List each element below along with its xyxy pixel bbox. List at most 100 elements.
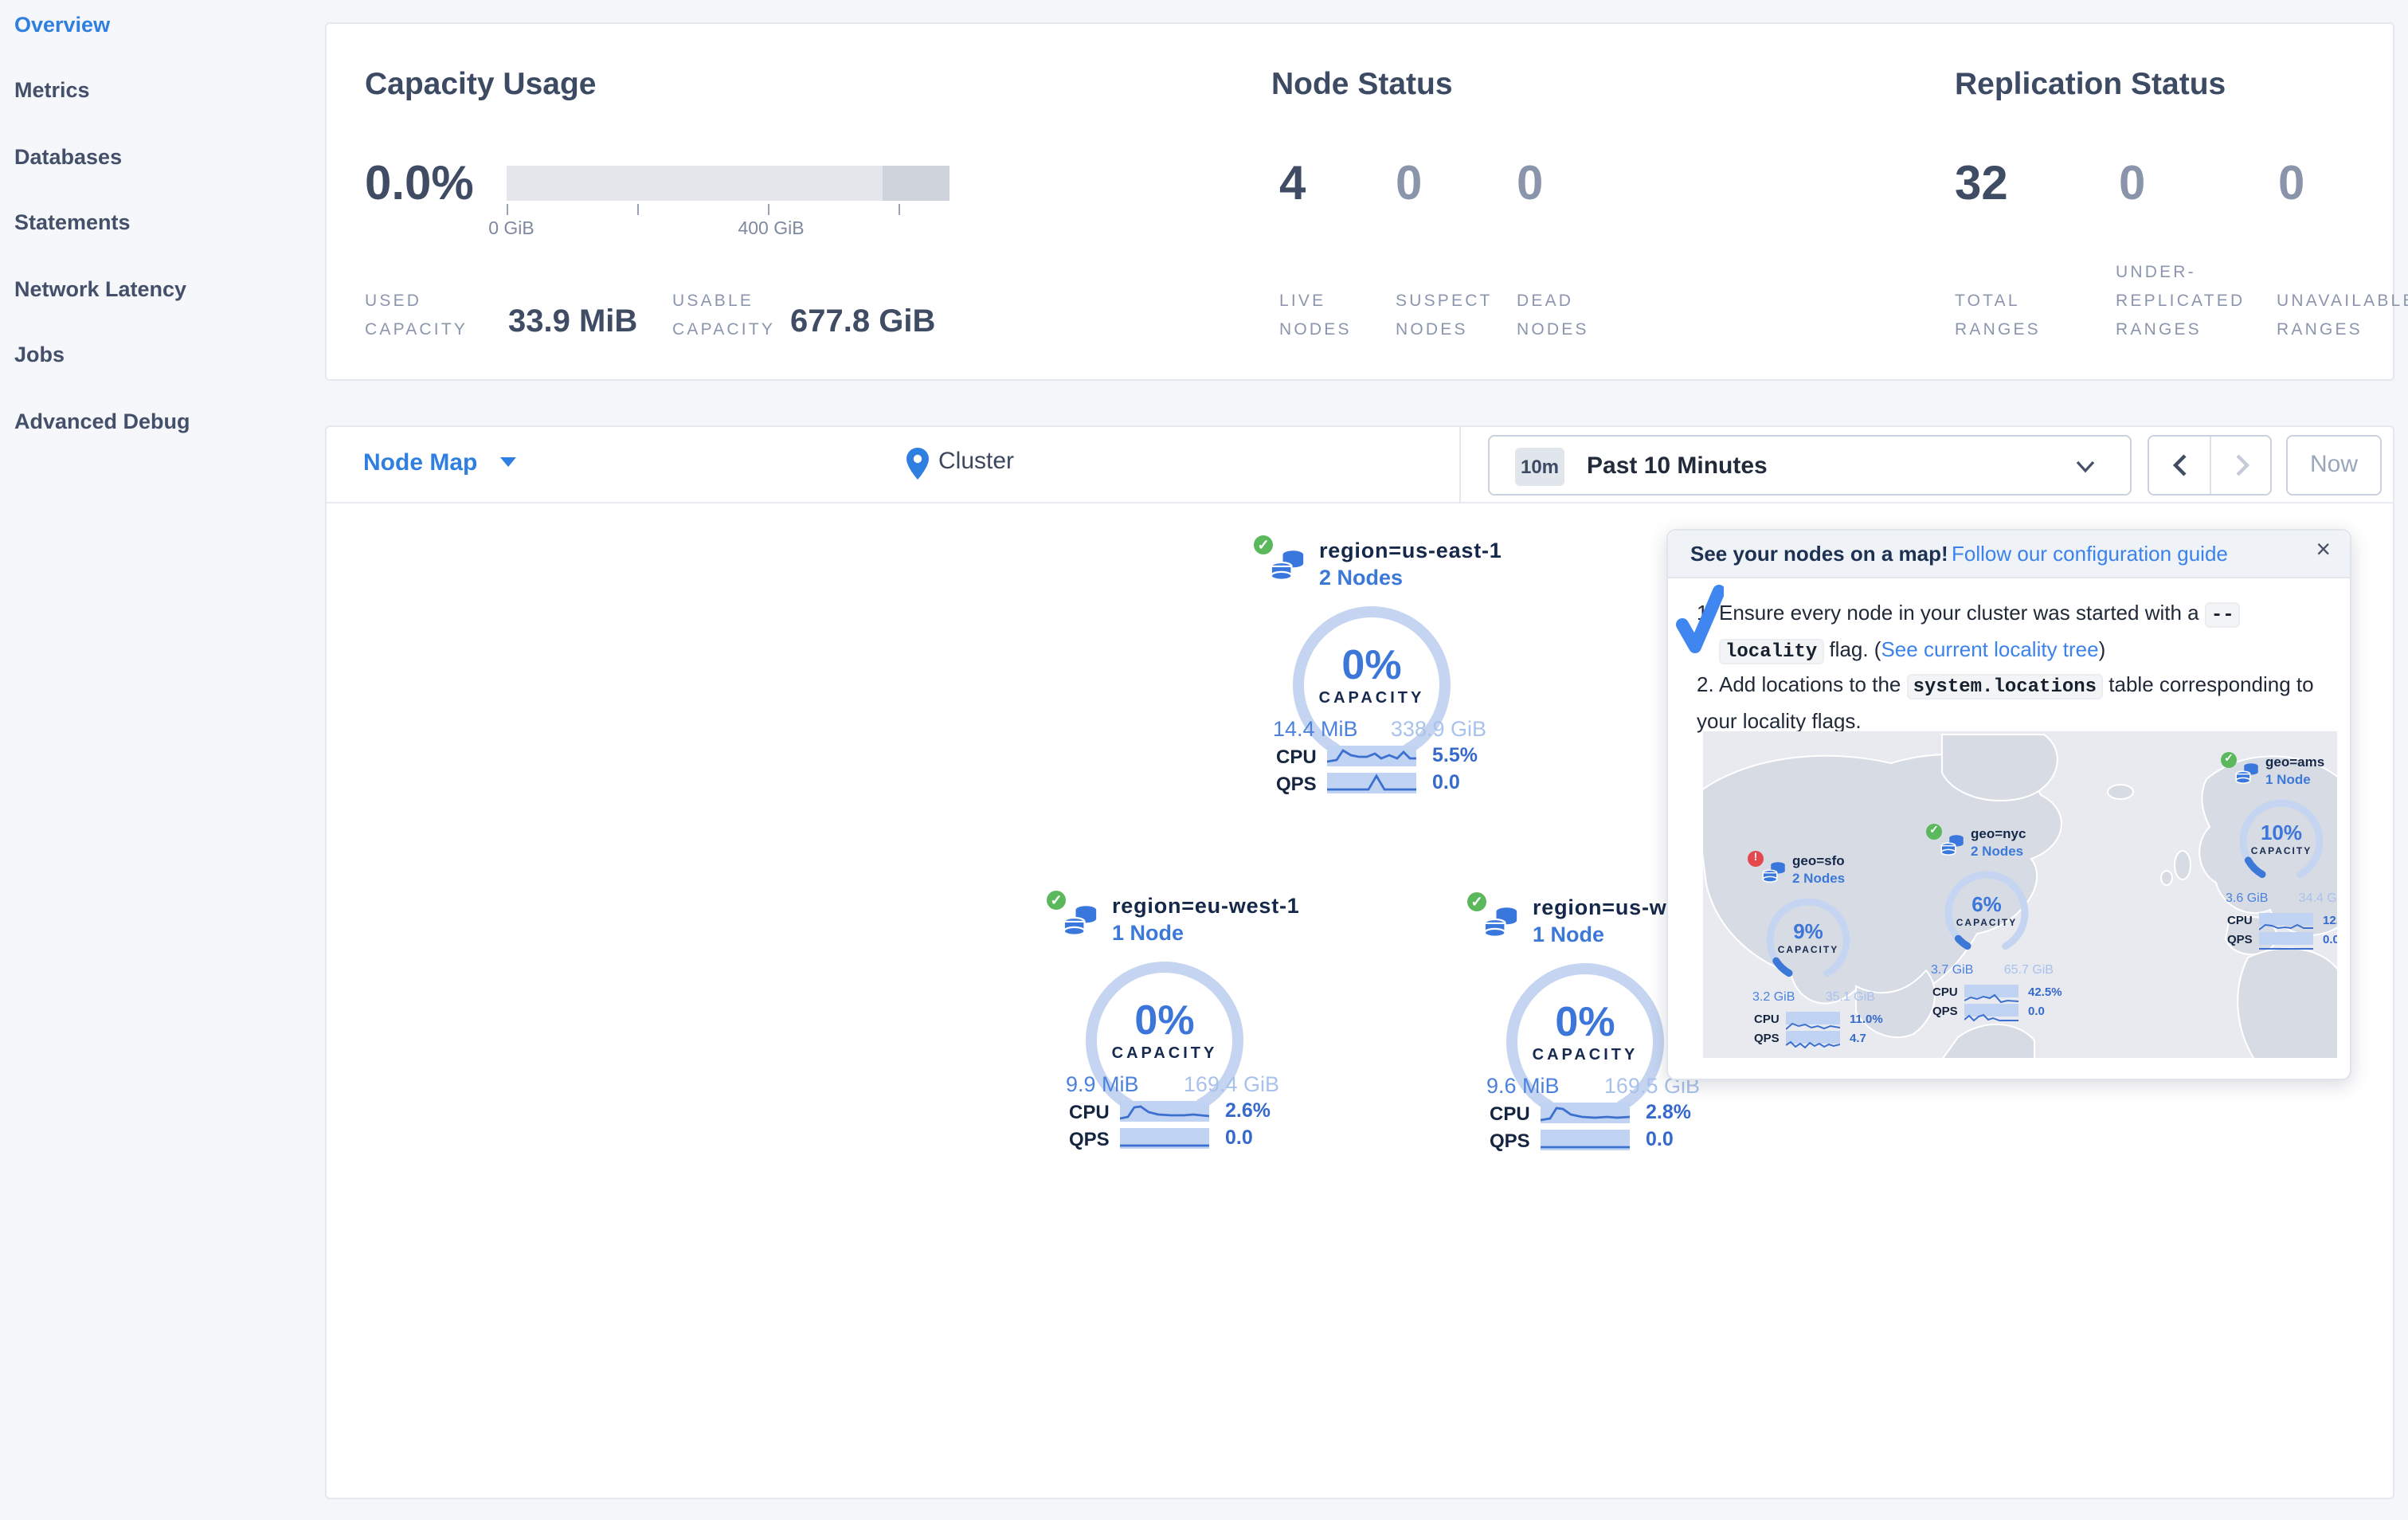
suspect-nodes-label: SUSPECT NODES bbox=[1396, 292, 1493, 339]
locality-flag-code: locality bbox=[1719, 639, 1824, 664]
capacity-percent: 6% bbox=[1971, 892, 2002, 916]
database-nodes-icon bbox=[1940, 835, 1964, 856]
qps-label: QPS bbox=[1069, 1128, 1110, 1150]
capacity-label: CAPACITY bbox=[1532, 1047, 1639, 1064]
sidebar-item-jobs[interactable]: Jobs bbox=[14, 343, 65, 366]
cpu-sparkline bbox=[2258, 913, 2313, 930]
cluster-summary-panel: Capacity Usage 0.0% 0 GiB 400 GiB USED C… bbox=[325, 22, 2408, 381]
sidebar-item-advanced-debug[interactable]: Advanced Debug bbox=[14, 409, 190, 433]
close-icon[interactable]: × bbox=[2316, 537, 2331, 564]
healthy-check-icon: ✓ bbox=[1047, 891, 1066, 910]
used-value: 14.4 MiB bbox=[1273, 717, 1358, 741]
qps-label: QPS bbox=[1754, 1031, 1780, 1045]
step-text: Ensure every node in your cluster was st… bbox=[1719, 601, 2205, 625]
qps-value: 0.0 bbox=[1225, 1126, 1253, 1149]
cpu-sparkline bbox=[1326, 746, 1416, 766]
sidebar-item-network-latency[interactable]: Network Latency bbox=[14, 277, 187, 301]
cpu-label: CPU bbox=[1490, 1103, 1530, 1125]
blue-checkmark-icon bbox=[1676, 585, 1724, 653]
used-capacity-label: USED CAPACITY bbox=[365, 292, 468, 339]
qps-value: 0.0 bbox=[1432, 771, 1460, 793]
view-selector-label: Node Map bbox=[363, 449, 478, 476]
node-map-toolbar: Node Map Cluster 10m Past 10 Minutes bbox=[327, 427, 2393, 503]
region-nodes-link[interactable]: 1 Node bbox=[2265, 771, 2311, 787]
chevron-right-icon bbox=[2235, 454, 2249, 476]
mini-region-gauge-nyc: ✓ geo=nyc 2 Nodes 6% CAPACITY 3.7 GiB 65… bbox=[1891, 824, 2082, 1024]
region-nodes-link[interactable]: 1 Node bbox=[1112, 921, 1184, 945]
mini-region-gauge-sfo: ! geo=sfo 2 Nodes 9% CAPACITY 3.2 GiB 35… bbox=[1713, 851, 1904, 1052]
chevron-down-icon bbox=[2076, 460, 2095, 473]
sidebar-item-databases[interactable]: Databases bbox=[14, 144, 123, 168]
time-range-label: Past 10 Minutes bbox=[1587, 452, 1768, 480]
suspect-nodes-count: 0 bbox=[1396, 158, 1423, 210]
capacity-axis-tick bbox=[507, 204, 508, 215]
now-button[interactable]: Now bbox=[2286, 435, 2382, 496]
capacity-label: CAPACITY bbox=[1777, 946, 1839, 956]
qps-value: 0.0 bbox=[1646, 1128, 1674, 1150]
qps-value: 0.0 bbox=[2323, 932, 2337, 946]
region-gauge-us-east-1: ✓ region=us-east-1 2 Nodes 0% CAPACITY 1… bbox=[1181, 535, 1563, 800]
cpu-value: 2.6% bbox=[1225, 1099, 1271, 1122]
region-nodes-link[interactable]: 2 Nodes bbox=[1971, 843, 2024, 859]
step-text: table corresponding to your locality fla… bbox=[1697, 672, 2314, 733]
region-nodes-link[interactable]: 2 Nodes bbox=[1792, 870, 1846, 886]
used-value: 3.6 GiB bbox=[2226, 891, 2269, 905]
location-pin-icon bbox=[906, 448, 929, 480]
capacity-percent: 0% bbox=[1134, 996, 1195, 1044]
cpu-label: CPU bbox=[2227, 913, 2253, 927]
capacity-gauge-arc bbox=[1944, 871, 2029, 955]
capacity-label: CAPACITY bbox=[1318, 690, 1425, 707]
usable-capacity-value: 677.8 GiB bbox=[790, 304, 936, 339]
region-name: geo=ams bbox=[2265, 754, 2325, 770]
popup-title: See your nodes on a map! bbox=[1690, 542, 1948, 566]
node-map-preview: ! geo=sfo 2 Nodes 9% CAPACITY 3.2 GiB 35… bbox=[1703, 731, 2337, 1058]
sidebar-item-overview[interactable]: Overview bbox=[14, 13, 111, 37]
unavailable-ranges-count: 0 bbox=[2278, 158, 2305, 210]
arrows-divider bbox=[2210, 437, 2211, 494]
region-name: region=us-east-1 bbox=[1319, 539, 1502, 562]
capacity-percent: 10% bbox=[2260, 821, 2303, 844]
view-selector-dropdown[interactable]: Node Map bbox=[363, 449, 516, 476]
usable-capacity-label: USABLE CAPACITY bbox=[672, 292, 776, 339]
time-range-select[interactable]: 10m Past 10 Minutes bbox=[1488, 435, 2132, 496]
sidebar: Overview Metrics Databases Statements Ne… bbox=[0, 0, 319, 1520]
node-map-setup-popup: See your nodes on a map! Follow our conf… bbox=[1666, 529, 2351, 1080]
database-nodes-icon bbox=[2235, 763, 2258, 784]
unavailable-ranges-label: UNAVAILABLE RANGES bbox=[2277, 292, 2408, 339]
capacity-value: 35.1 GiB bbox=[1825, 989, 1875, 1004]
capacity-axis-label-0: 0 GiB bbox=[488, 220, 534, 239]
qps-value: 0.0 bbox=[2028, 1004, 2045, 1018]
healthy-check-icon: ✓ bbox=[1926, 824, 1942, 840]
region-gauge-eu-west-1: ✓ region=eu-west-1 1 Node 0% CAPACITY 9.… bbox=[973, 891, 1356, 1155]
time-range-arrows bbox=[2148, 435, 2272, 496]
qps-sparkline bbox=[1964, 1004, 2018, 1022]
region-nodes-link[interactable]: 1 Node bbox=[1533, 923, 1605, 946]
sidebar-item-statements[interactable]: Statements bbox=[14, 210, 131, 234]
time-back-button[interactable] bbox=[2149, 437, 2210, 494]
capacity-value: 338.9 GiB bbox=[1390, 717, 1486, 741]
qps-sparkline bbox=[1541, 1130, 1630, 1150]
cpu-value: 12.3% bbox=[2323, 913, 2337, 927]
step-text: flag. ( bbox=[1823, 637, 1881, 661]
region-nodes-link[interactable]: 2 Nodes bbox=[1319, 566, 1404, 590]
qps-label: QPS bbox=[1490, 1130, 1530, 1152]
locality-flag-code: -- bbox=[2204, 602, 2241, 628]
total-ranges-label: TOTAL RANGES bbox=[1955, 292, 2041, 339]
capacity-percent: 9% bbox=[1793, 919, 1823, 943]
configuration-guide-link[interactable]: Follow our configuration guide bbox=[1952, 542, 2228, 566]
capacity-gauge-arc bbox=[1766, 898, 1850, 982]
qps-sparkline bbox=[1785, 1031, 1841, 1049]
cpu-label: CPU bbox=[1276, 746, 1317, 768]
chevron-down-icon bbox=[499, 457, 516, 467]
time-forward-button[interactable] bbox=[2211, 437, 2272, 494]
sidebar-item-metrics[interactable]: Metrics bbox=[14, 78, 90, 102]
locality-tree-link[interactable]: See current locality tree bbox=[1881, 637, 2099, 661]
live-nodes-count: 4 bbox=[1279, 158, 1306, 210]
cpu-value: 42.5% bbox=[2028, 985, 2062, 999]
breadcrumb-cluster[interactable]: Cluster bbox=[938, 448, 1015, 475]
dead-nodes-label: DEAD NODES bbox=[1517, 292, 1589, 339]
used-value: 3.2 GiB bbox=[1752, 989, 1795, 1004]
capacity-axis-tick bbox=[768, 204, 769, 215]
cpu-sparkline bbox=[1964, 985, 2019, 1004]
node-status-title: Node Status bbox=[1271, 67, 1453, 102]
